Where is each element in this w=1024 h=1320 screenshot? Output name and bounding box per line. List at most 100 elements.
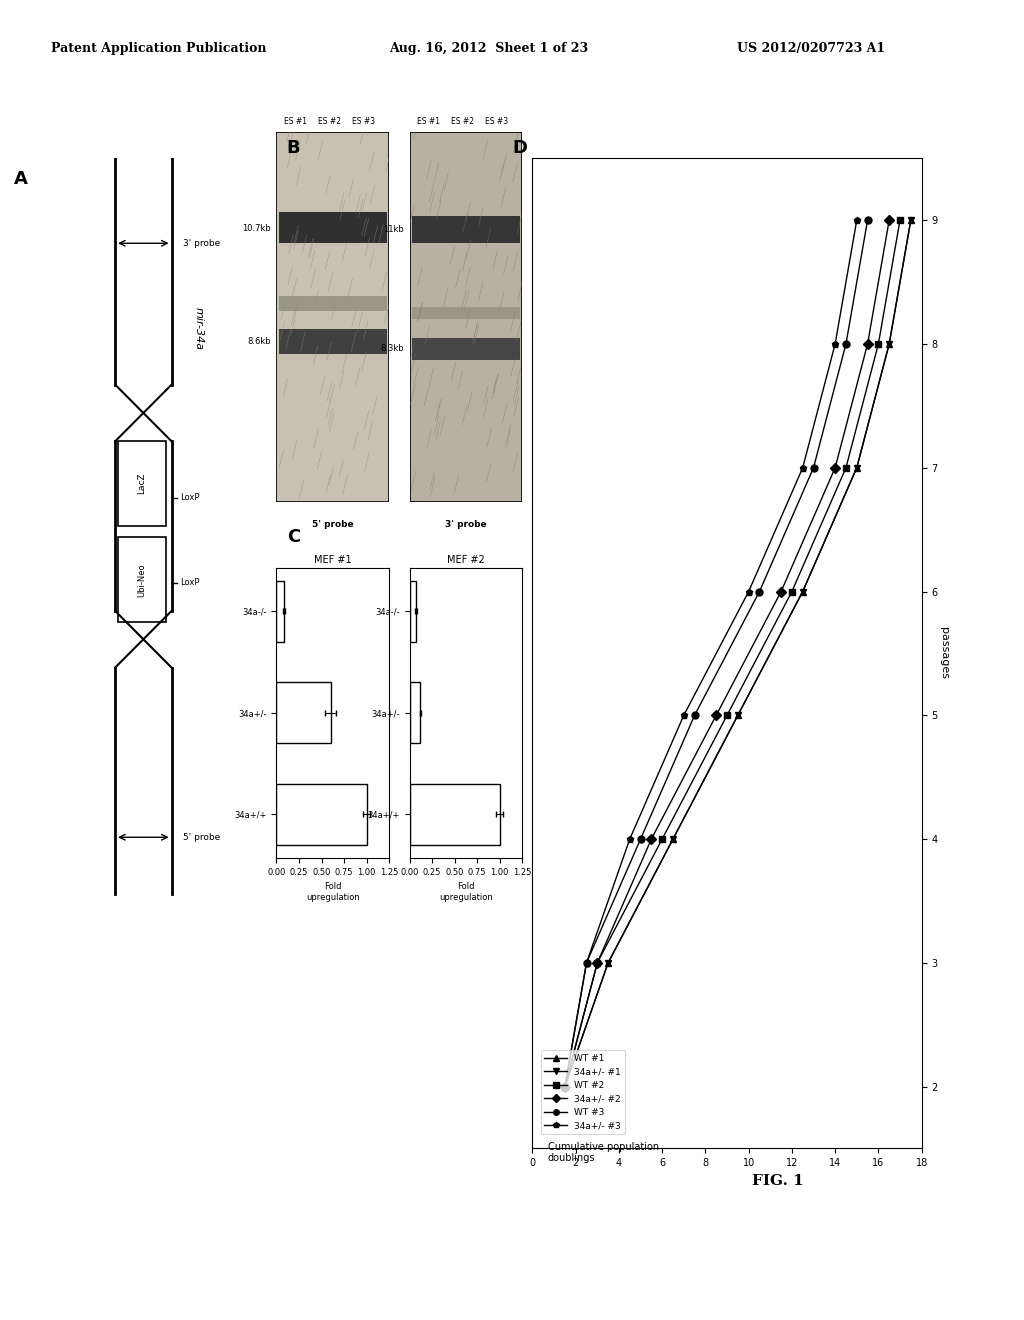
34a+/- #3 [581, 954, 593, 970]
34a+/- #1 [883, 337, 895, 352]
Text: 3' probe: 3' probe [445, 520, 486, 529]
Text: 3' probe: 3' probe [183, 239, 220, 248]
WT #1 [559, 1078, 571, 1094]
Line: WT #1: WT #1 [561, 216, 914, 1090]
Text: D: D [512, 139, 527, 157]
Text: A: A [13, 170, 28, 187]
Bar [279, 213, 387, 243]
Text: Patent Application Publication: Patent Application Publication [51, 42, 266, 55]
Text: C: C [287, 528, 300, 546]
WT #3 [840, 337, 852, 352]
WT #1 [732, 708, 744, 723]
WT #1 [851, 459, 863, 475]
34a+/- #3 [742, 583, 755, 599]
34a+/- #1 [732, 708, 744, 723]
Bar [276, 784, 367, 845]
Bar [276, 581, 284, 642]
WT #2 [894, 213, 906, 228]
Line: 34a+/- #2: 34a+/- #2 [561, 216, 893, 1090]
WT #2 [559, 1078, 571, 1094]
Text: ES #1: ES #1 [417, 117, 440, 125]
WT #2 [656, 832, 669, 847]
Bar [412, 308, 520, 319]
Text: Cumulative population
doublings: Cumulative population doublings [548, 1142, 659, 1163]
34a+/- #2 [591, 954, 603, 970]
Line: WT #3: WT #3 [561, 216, 871, 1090]
Bar [412, 338, 520, 360]
34a+/- #2 [861, 337, 873, 352]
Text: ES #3: ES #3 [351, 117, 375, 125]
34a+/- #3 [851, 213, 863, 228]
WT #2 [721, 708, 733, 723]
Text: 8.6kb: 8.6kb [247, 337, 270, 346]
Bar [118, 537, 166, 622]
34a+/- #2 [775, 583, 787, 599]
Title: MEF #2: MEF #2 [447, 556, 484, 565]
Text: ES #2: ES #2 [317, 117, 341, 125]
34a+/- #2 [559, 1078, 571, 1094]
Text: 8.3kb: 8.3kb [380, 345, 403, 354]
Bar [412, 215, 520, 243]
WT #3 [807, 459, 819, 475]
34a+/- #2 [645, 832, 657, 847]
34a+/- #1 [602, 954, 614, 970]
Text: 11kb: 11kb [383, 224, 403, 234]
WT #1 [667, 832, 679, 847]
34a+/- #2 [883, 213, 895, 228]
WT #3 [861, 213, 873, 228]
Text: 10.7kb: 10.7kb [242, 223, 270, 232]
Text: 5' probe: 5' probe [183, 833, 220, 842]
X-axis label: Fold
upregulation: Fold upregulation [306, 882, 359, 902]
Text: LoxP: LoxP [180, 578, 200, 587]
Text: B: B [287, 139, 300, 157]
34a+/- #1 [797, 583, 809, 599]
WT #1 [883, 337, 895, 352]
Title: MEF #1: MEF #1 [314, 556, 351, 565]
WT #2 [785, 583, 798, 599]
34a+/- #1 [559, 1078, 571, 1094]
34a+/- #2 [829, 459, 842, 475]
WT #1 [602, 954, 614, 970]
Text: Ubi-Neo: Ubi-Neo [137, 564, 146, 597]
Bar [410, 581, 416, 642]
Bar [279, 296, 387, 310]
Bar [276, 682, 331, 743]
34a+/- #3 [624, 832, 636, 847]
WT #2 [840, 459, 852, 475]
WT #2 [591, 954, 603, 970]
34a+/- #3 [678, 708, 690, 723]
Line: WT #2: WT #2 [561, 216, 903, 1090]
Text: ES #2: ES #2 [451, 117, 474, 125]
Text: ES #1: ES #1 [284, 117, 307, 125]
Text: FIG. 1: FIG. 1 [753, 1173, 804, 1188]
WT #3 [635, 832, 647, 847]
Text: LacZ: LacZ [137, 473, 146, 495]
WT #1 [797, 583, 809, 599]
X-axis label: Fold
upregulation: Fold upregulation [439, 882, 493, 902]
WT #3 [754, 583, 766, 599]
34a+/- #3 [559, 1078, 571, 1094]
WT #2 [872, 337, 885, 352]
WT #1 [904, 213, 916, 228]
WT #3 [559, 1078, 571, 1094]
34a+/- #2 [710, 708, 722, 723]
Text: 5' probe: 5' probe [312, 520, 353, 529]
Legend: WT #1, 34a+/- #1, WT #2, 34a+/- #2, WT #3, 34a+/- #3: WT #1, 34a+/- #1, WT #2, 34a+/- #2, WT #… [541, 1051, 625, 1134]
Text: US 2012/0207723 A1: US 2012/0207723 A1 [737, 42, 886, 55]
34a+/- #1 [667, 832, 679, 847]
Bar [118, 441, 166, 527]
Bar [410, 682, 421, 743]
WT #3 [581, 954, 593, 970]
34a+/- #3 [797, 459, 809, 475]
34a+/- #1 [851, 459, 863, 475]
Text: Aug. 16, 2012  Sheet 1 of 23: Aug. 16, 2012 Sheet 1 of 23 [389, 42, 588, 55]
34a+/- #3 [829, 337, 842, 352]
Bar [279, 329, 387, 354]
Line: 34a+/- #1: 34a+/- #1 [561, 216, 914, 1090]
Text: mir-34a: mir-34a [195, 306, 204, 350]
Bar [410, 784, 500, 845]
34a+/- #1 [904, 213, 916, 228]
WT #3 [688, 708, 700, 723]
Line: 34a+/- #3: 34a+/- #3 [561, 216, 860, 1090]
Y-axis label: passages: passages [939, 627, 948, 680]
